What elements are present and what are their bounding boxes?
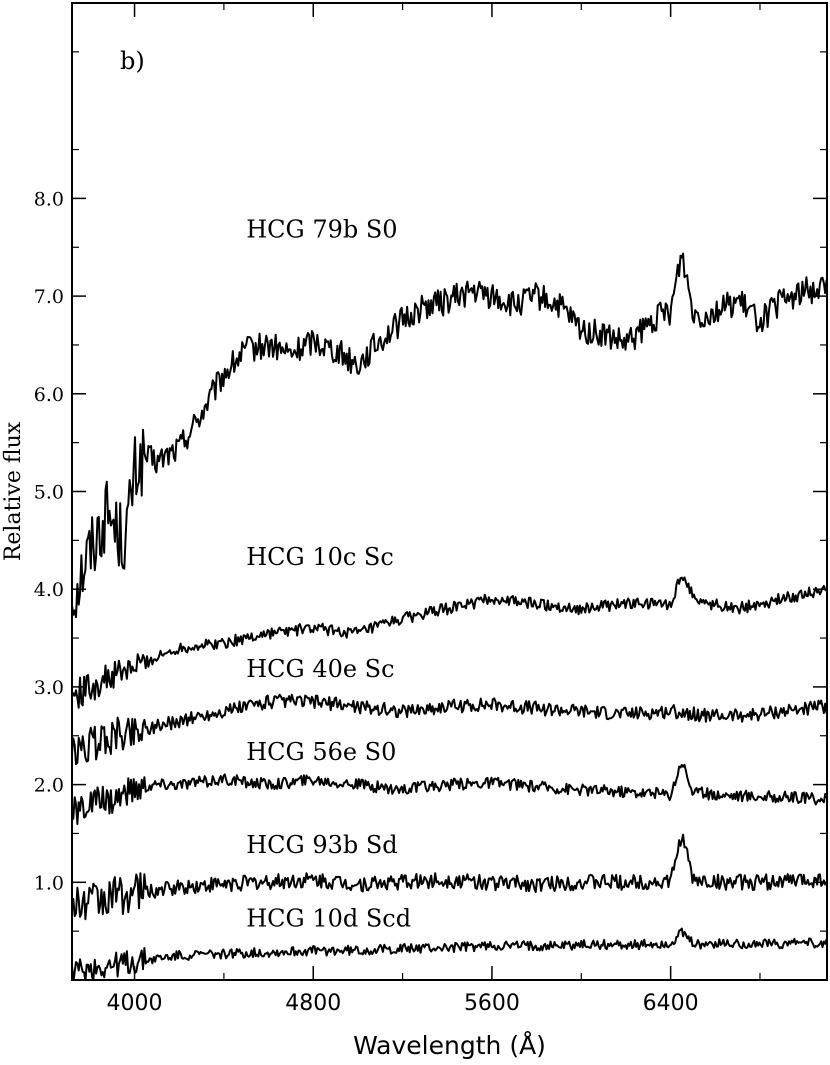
spectrum-line (72, 763, 827, 825)
series-label: HCG 79b S0 (246, 215, 397, 243)
series-labels: HCG 79b S0 HCG 10c Sc HCG 40e Sc HCG 56e S0… (246, 215, 411, 932)
plot-frame (71, 2, 828, 981)
series-label: HCG 93b Sd (246, 831, 397, 859)
x-tick-label: 4800 (285, 991, 341, 1016)
spectrum-line (72, 252, 827, 619)
spectrum-line (72, 927, 827, 980)
spectrum-line (72, 833, 827, 921)
y-tick-label: 8.0 (34, 188, 64, 210)
y-tick-label: 4.0 (34, 579, 64, 601)
spectrum-line (72, 576, 827, 709)
x-axis-title: Wavelength (Å) (353, 1031, 546, 1060)
series-label: HCG 56e S0 (246, 738, 396, 766)
series-label: HCG 10c Sc (246, 543, 394, 571)
x-tick-label: 6400 (643, 991, 699, 1016)
series-label: HCG 40e Sc (246, 655, 394, 683)
spectrum-line (72, 693, 827, 765)
y-tick-label: 3.0 (34, 677, 64, 699)
y-tick-label: 5.0 (34, 482, 64, 504)
panel-label: b) (120, 47, 145, 75)
y-tick-label: 1.0 (34, 872, 64, 894)
series-label: HCG 10d Scd (246, 904, 411, 932)
y-tick-label: 2.0 (34, 775, 64, 797)
y-tick-label: 6.0 (34, 384, 64, 406)
x-tick-label: 5600 (464, 991, 520, 1016)
y-axis-title: Relative flux (1, 421, 26, 561)
y-tick-label: 7.0 (34, 286, 64, 308)
spectra-series (72, 252, 827, 980)
x-tick-label: 4000 (107, 991, 163, 1016)
tick-marks (72, 3, 827, 980)
